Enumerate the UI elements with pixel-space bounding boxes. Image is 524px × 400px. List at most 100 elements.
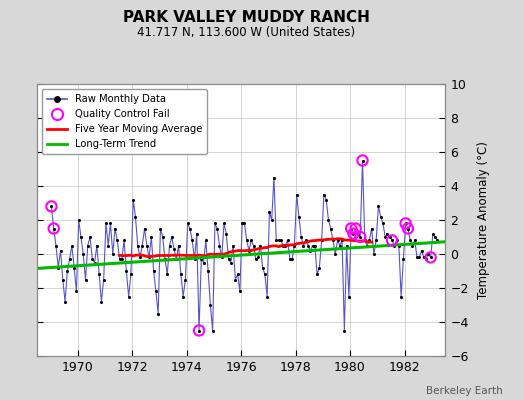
Point [195, 327, 203, 334]
Point [295, 214, 303, 220]
Point [336, 242, 344, 249]
Point [209, 327, 217, 334]
Point [406, 237, 414, 244]
Point [66, 256, 74, 262]
Point [427, 254, 435, 261]
Point [204, 268, 212, 274]
Point [57, 247, 65, 254]
Point [241, 220, 249, 226]
Point [401, 220, 410, 226]
Point [122, 268, 130, 274]
Point [268, 217, 276, 223]
Point [361, 237, 369, 244]
Point [256, 242, 265, 249]
Point [297, 234, 305, 240]
Point [404, 225, 412, 232]
Point [222, 230, 231, 237]
Point [166, 242, 174, 249]
Point [104, 242, 113, 249]
Point [170, 246, 178, 252]
Point [350, 230, 358, 237]
Point [143, 242, 151, 249]
Point [213, 225, 222, 232]
Point [68, 242, 76, 249]
Point [163, 271, 171, 278]
Point [358, 157, 367, 164]
Point [215, 242, 224, 249]
Point [261, 271, 269, 278]
Point [320, 191, 328, 198]
Point [358, 157, 367, 164]
Point [161, 256, 169, 262]
Point [197, 256, 205, 262]
Point [343, 242, 351, 249]
Point [270, 174, 278, 181]
Point [372, 237, 380, 244]
Point [224, 256, 233, 262]
Point [211, 220, 219, 226]
Point [129, 196, 137, 203]
Point [136, 254, 144, 261]
Point [352, 225, 360, 232]
Point [93, 242, 101, 249]
Point [424, 251, 433, 257]
Point [388, 237, 396, 244]
Point [411, 237, 419, 244]
Point [47, 203, 56, 210]
Point [91, 259, 99, 266]
Point [50, 225, 58, 232]
Point [413, 254, 421, 261]
Point [132, 214, 140, 220]
Point [138, 242, 147, 249]
Point [356, 234, 365, 240]
Point [354, 230, 362, 237]
Point [70, 264, 79, 271]
Point [306, 247, 314, 254]
Legend: Raw Monthly Data, Quality Control Fail, Five Year Moving Average, Long-Term Tren: Raw Monthly Data, Quality Control Fail, … [42, 89, 207, 154]
Point [118, 256, 126, 262]
Point [395, 242, 403, 249]
Point [415, 254, 423, 261]
Point [108, 251, 117, 257]
Point [54, 264, 62, 271]
Point [179, 293, 188, 300]
Point [290, 242, 299, 249]
Point [63, 268, 72, 274]
Point [59, 276, 67, 283]
Point [388, 237, 396, 244]
Point [338, 237, 346, 244]
Point [265, 208, 274, 215]
Point [356, 234, 365, 240]
Point [202, 237, 210, 244]
Point [102, 220, 110, 226]
Point [392, 237, 401, 244]
Point [61, 298, 69, 305]
Point [384, 230, 392, 237]
Point [347, 225, 355, 232]
Point [272, 237, 280, 244]
Point [88, 256, 96, 262]
Point [313, 271, 321, 278]
Point [227, 259, 235, 266]
Point [134, 242, 142, 249]
Point [404, 225, 412, 232]
Point [217, 254, 226, 261]
Point [283, 237, 292, 244]
Point [377, 214, 385, 220]
Point [220, 220, 228, 226]
Point [252, 256, 260, 262]
Point [340, 327, 348, 334]
Point [113, 237, 122, 244]
Point [365, 237, 374, 244]
Point [422, 256, 430, 262]
Point [72, 288, 81, 294]
Point [331, 251, 340, 257]
Point [186, 225, 194, 232]
Point [286, 256, 294, 262]
Point [79, 251, 88, 257]
Point [159, 234, 167, 240]
Point [345, 293, 353, 300]
Point [140, 225, 149, 232]
Point [193, 230, 201, 237]
Text: 41.717 N, 113.600 W (United States): 41.717 N, 113.600 W (United States) [137, 26, 355, 39]
